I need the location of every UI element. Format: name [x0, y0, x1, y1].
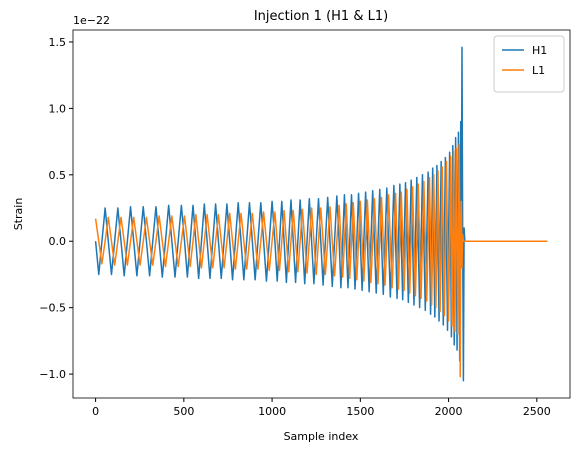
y-tick-label: 0.0 — [49, 235, 67, 248]
x-tick-label: 2500 — [523, 405, 551, 418]
y-tick-label: 1.5 — [49, 36, 67, 49]
y-tick-label: 0.5 — [49, 169, 67, 182]
x-tick-label: 2000 — [435, 405, 463, 418]
x-tick-label: 1500 — [346, 405, 374, 418]
plot-frame — [72, 29, 571, 399]
y-axis-label: Strain — [12, 198, 25, 231]
x-axis-label: Sample index — [284, 430, 359, 443]
legend-label: H1 — [532, 44, 547, 57]
legend-box — [493, 35, 565, 93]
legend-label: L1 — [532, 64, 545, 77]
y-tick-label: 1.0 — [49, 102, 67, 115]
chart-title: Injection 1 (H1 & L1) — [254, 9, 388, 24]
x-tick-label: 0 — [92, 405, 99, 418]
x-tick-label: 500 — [173, 405, 194, 418]
x-tick-label: 1000 — [258, 405, 286, 418]
y-tick-label: −1.0 — [39, 368, 66, 381]
y-tick-label: −0.5 — [39, 302, 66, 315]
series-line — [94, 143, 548, 378]
y-offset-label: 1e−22 — [73, 14, 110, 27]
